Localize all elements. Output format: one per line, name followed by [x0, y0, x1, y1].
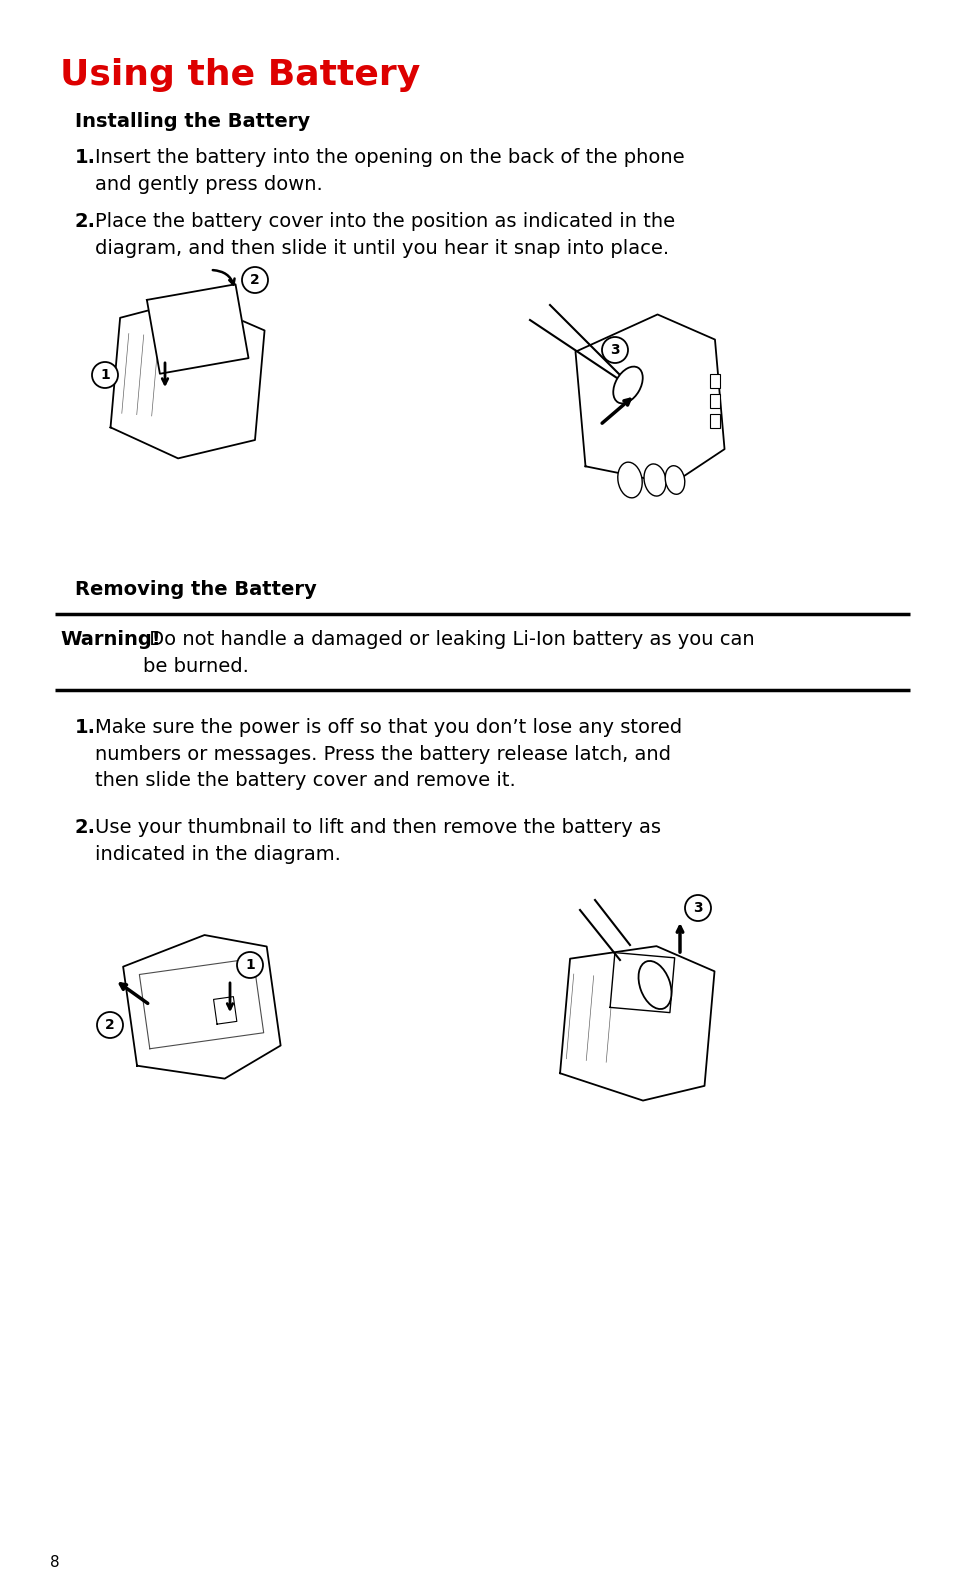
Circle shape — [97, 1011, 123, 1038]
Text: Warning!: Warning! — [60, 630, 160, 649]
Text: 2.: 2. — [75, 817, 96, 836]
Circle shape — [601, 337, 627, 363]
Polygon shape — [575, 315, 723, 483]
Ellipse shape — [638, 960, 671, 1010]
Bar — [709, 374, 720, 388]
Text: Installing the Battery: Installing the Battery — [75, 111, 310, 130]
Text: Using the Battery: Using the Battery — [60, 57, 420, 92]
Text: 1: 1 — [100, 367, 110, 382]
Text: 1.: 1. — [75, 719, 96, 738]
Text: Use your thumbnail to lift and then remove the battery as
indicated in the diagr: Use your thumbnail to lift and then remo… — [95, 817, 660, 863]
Text: Insert the battery into the opening on the back of the phone
and gently press do: Insert the battery into the opening on t… — [95, 148, 684, 194]
Text: Do not handle a damaged or leaking Li-Ion battery as you can
be burned.: Do not handle a damaged or leaking Li-Io… — [143, 630, 754, 676]
Polygon shape — [147, 285, 249, 374]
Text: 3: 3 — [610, 343, 619, 358]
Text: Make sure the power is off so that you don’t lose any stored
numbers or messages: Make sure the power is off so that you d… — [95, 719, 681, 790]
Text: 8: 8 — [50, 1555, 60, 1569]
Circle shape — [236, 952, 263, 978]
Circle shape — [242, 267, 268, 293]
Text: Removing the Battery: Removing the Battery — [75, 580, 316, 599]
Ellipse shape — [643, 464, 665, 496]
Circle shape — [91, 363, 118, 388]
Text: 2.: 2. — [75, 211, 96, 231]
Circle shape — [684, 895, 710, 921]
Polygon shape — [610, 952, 674, 1013]
Polygon shape — [111, 299, 264, 458]
Bar — [709, 394, 720, 409]
Polygon shape — [123, 935, 280, 1078]
Bar — [709, 413, 720, 428]
Text: 1: 1 — [245, 959, 254, 971]
Ellipse shape — [664, 466, 684, 494]
Ellipse shape — [618, 463, 641, 498]
Text: 2: 2 — [105, 1018, 114, 1032]
Text: 2: 2 — [250, 273, 259, 288]
Text: 1.: 1. — [75, 148, 96, 167]
Ellipse shape — [613, 367, 642, 404]
Polygon shape — [213, 997, 236, 1024]
Text: 3: 3 — [693, 902, 702, 914]
Polygon shape — [559, 946, 714, 1100]
Text: Place the battery cover into the position as indicated in the
diagram, and then : Place the battery cover into the positio… — [95, 211, 675, 258]
